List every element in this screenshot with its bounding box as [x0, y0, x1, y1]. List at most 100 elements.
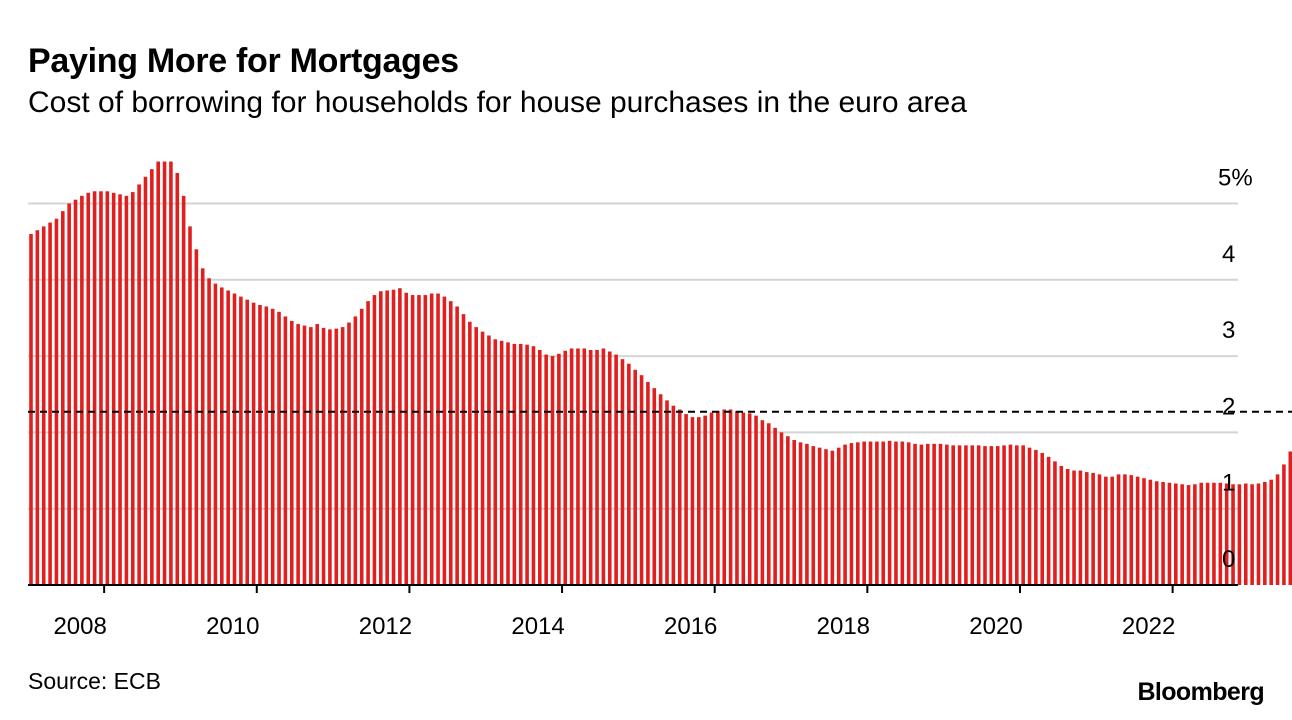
bar [964, 445, 968, 585]
bar [35, 230, 40, 585]
bar [1027, 447, 1032, 585]
x-tick-label-2016: 2016 [664, 613, 717, 640]
bar [786, 436, 790, 585]
bar [226, 290, 230, 585]
bar [836, 447, 841, 585]
bar [1046, 456, 1051, 585]
bar [684, 414, 688, 585]
bar [1161, 482, 1165, 586]
y-axis-labels: 0 1 2 3 4 5% [1218, 165, 1253, 574]
bar [1040, 453, 1045, 585]
x-tick-label-2010: 2010 [206, 613, 259, 640]
bar [1135, 476, 1140, 585]
bar [766, 423, 771, 585]
bar [398, 288, 402, 585]
bar [1288, 451, 1292, 586]
x-tick-label-2020: 2020 [969, 613, 1022, 640]
bar [1180, 484, 1184, 585]
bar [709, 412, 714, 585]
bar [169, 161, 173, 586]
bar [735, 411, 739, 585]
bar [1199, 482, 1204, 585]
bar [80, 195, 84, 585]
bar [283, 316, 288, 585]
x-tick-label-2012: 2012 [359, 613, 412, 640]
bar [328, 329, 332, 585]
y-tick-label-3: 3 [1222, 317, 1235, 344]
bar [1097, 474, 1102, 585]
bar [722, 409, 727, 585]
bar [620, 359, 625, 585]
bar [67, 203, 71, 585]
bar [945, 444, 949, 585]
bar [143, 176, 148, 586]
bar [913, 443, 917, 586]
bar [1224, 483, 1229, 585]
bar [73, 199, 78, 585]
bar [334, 328, 339, 585]
bar [379, 291, 383, 585]
bar [538, 350, 542, 585]
bar [512, 343, 517, 585]
bar [1116, 474, 1121, 585]
bar [995, 446, 1000, 585]
bar [150, 169, 154, 586]
bar [792, 440, 796, 585]
source-note: Source: ECB [28, 668, 161, 694]
bar [1053, 461, 1057, 585]
bar [875, 441, 879, 585]
bar [48, 222, 52, 585]
bar [1167, 482, 1172, 585]
bar [970, 445, 975, 585]
x-tick-label-2008: 2008 [53, 613, 106, 640]
y-tick-label-2: 2 [1222, 393, 1235, 420]
bar [976, 445, 981, 585]
bar [137, 184, 141, 585]
x-tick-label-2022: 2022 [1122, 613, 1175, 640]
bar [773, 427, 777, 585]
bar [1002, 445, 1006, 585]
bar [544, 354, 548, 585]
bar [1148, 479, 1153, 585]
bar [938, 443, 943, 586]
bar [461, 314, 466, 585]
x-axis-labels: 2008 2010 2012 2014 2016 2018 2020 2022 [53, 613, 1175, 640]
bar [347, 322, 351, 585]
bar [391, 289, 396, 585]
x-tick-label-2014: 2014 [511, 613, 564, 640]
bar [754, 415, 758, 585]
bar [1212, 482, 1216, 585]
chart-subtitle: Cost of borrowing for households for hou… [28, 86, 967, 119]
bar [716, 411, 720, 585]
bar [1205, 482, 1210, 585]
bar [340, 327, 345, 585]
bar [436, 293, 440, 585]
bar [849, 443, 854, 585]
bar [258, 304, 262, 585]
bar [652, 388, 657, 585]
bar [359, 308, 364, 585]
bloomberg-logo: Bloomberg [1137, 678, 1264, 706]
x-axis [28, 584, 1238, 593]
bar [105, 191, 110, 586]
bar [576, 348, 580, 585]
bar [614, 354, 618, 585]
bar [957, 445, 962, 585]
bar [1008, 444, 1013, 585]
bar [61, 211, 65, 585]
bar [1218, 482, 1223, 585]
bar [906, 442, 911, 585]
bar [925, 443, 930, 586]
bar [118, 194, 122, 585]
bar [220, 287, 224, 585]
bar [1091, 472, 1095, 585]
bar [1123, 474, 1127, 585]
bar [557, 353, 561, 585]
bar [175, 172, 180, 586]
bar [309, 327, 313, 585]
bar [499, 340, 504, 585]
chart-title: Paying More for Mortgages [28, 42, 459, 80]
bar [232, 293, 237, 585]
bar [1104, 476, 1108, 585]
bar [1193, 484, 1197, 585]
